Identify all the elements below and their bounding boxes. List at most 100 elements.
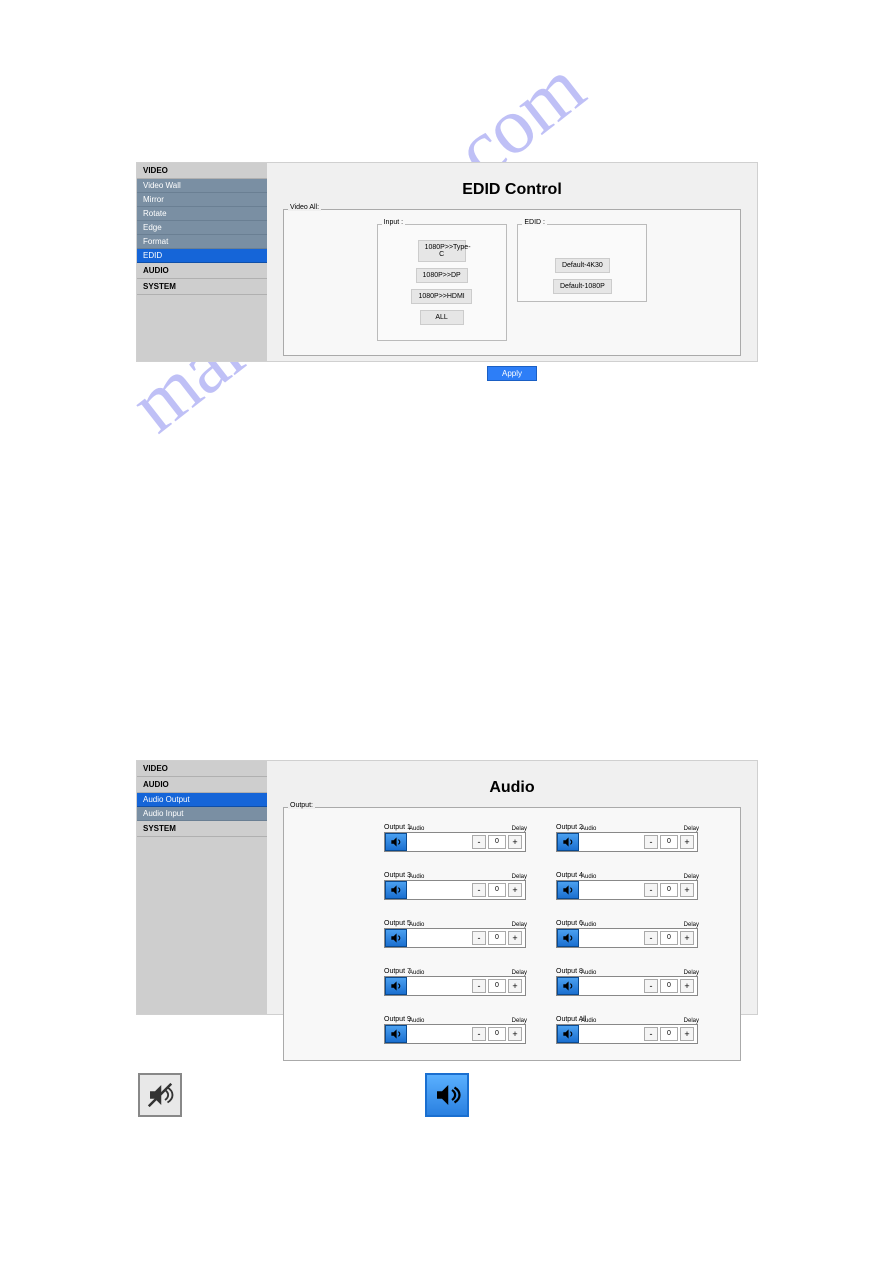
speaker-icon[interactable]	[557, 833, 579, 851]
delay-value: 0	[660, 883, 678, 897]
speaker-icon[interactable]	[385, 929, 407, 947]
delay-value: 0	[660, 1027, 678, 1041]
output-block-7: Output 7AudioDelay-0+	[384, 968, 526, 996]
delay-area: AudioDelay-0+	[579, 833, 697, 851]
audio-label: Audio	[581, 826, 684, 832]
speaker-icon[interactable]	[557, 977, 579, 995]
delay-plus-button[interactable]: +	[680, 979, 694, 993]
input-fieldset: Input : 1080P>>Type-C 1080P>>DP 1080P>>H…	[377, 224, 507, 341]
edid-panel: VIDEO Video Wall Mirror Rotate Edge Form…	[136, 162, 758, 362]
delay-area: AudioDelay-0+	[579, 977, 697, 995]
delay-label: Delay	[512, 1018, 527, 1024]
delay-plus-button[interactable]: +	[508, 835, 522, 849]
sidebar-header-audio2[interactable]: AUDIO	[137, 777, 267, 793]
delay-plus-button[interactable]: +	[508, 931, 522, 945]
sidebar-item-audio-input[interactable]: Audio Input	[137, 807, 267, 821]
delay-minus-button[interactable]: -	[644, 931, 658, 945]
speaker-icon[interactable]	[385, 1025, 407, 1043]
input-label: Input :	[382, 219, 405, 226]
edid-title: EDID Control	[279, 181, 745, 199]
speaker-icon[interactable]	[557, 881, 579, 899]
delay-value: 0	[660, 979, 678, 993]
delay-value: 0	[488, 1027, 506, 1041]
output-row: AudioDelay-0+	[556, 928, 698, 948]
delay-value: 0	[660, 835, 678, 849]
delay-minus-button[interactable]: -	[472, 931, 486, 945]
apply-button[interactable]: Apply	[487, 366, 537, 381]
delay-plus-button[interactable]: +	[680, 835, 694, 849]
delay-area: AudioDelay-0+	[407, 881, 525, 899]
sidebar-audio: VIDEO AUDIO Audio Output Audio Input SYS…	[137, 761, 267, 1014]
delay-minus-button[interactable]: -	[644, 835, 658, 849]
delay-value: 0	[488, 931, 506, 945]
delay-label: Delay	[684, 826, 699, 832]
audio-panel: VIDEO AUDIO Audio Output Audio Input SYS…	[136, 760, 758, 1015]
audio-label: Audio	[581, 874, 684, 880]
delay-area: AudioDelay-0+	[407, 1025, 525, 1043]
audio-title: Audio	[279, 779, 745, 797]
delay-minus-button[interactable]: -	[472, 883, 486, 897]
output-block-3: Output 3AudioDelay-0+	[384, 872, 526, 900]
output-block-9: Output 9AudioDelay-0+	[384, 1016, 526, 1044]
delay-value: 0	[660, 931, 678, 945]
speaker-icon[interactable]	[385, 833, 407, 851]
sidebar-header-video[interactable]: VIDEO	[137, 163, 267, 179]
edid-btn-1080p[interactable]: Default-1080P	[553, 279, 612, 294]
delay-plus-button[interactable]: +	[508, 883, 522, 897]
speaker-icon[interactable]	[557, 929, 579, 947]
delay-plus-button[interactable]: +	[508, 979, 522, 993]
delay-label: Delay	[512, 826, 527, 832]
delay-minus-button[interactable]: -	[472, 835, 486, 849]
sidebar-item-format[interactable]: Format	[137, 235, 267, 249]
delay-value: 0	[488, 835, 506, 849]
delay-area: AudioDelay-0+	[407, 929, 525, 947]
delay-plus-button[interactable]: +	[508, 1027, 522, 1041]
delay-area: AudioDelay-0+	[579, 929, 697, 947]
output-block-2: Output 2AudioDelay-0+	[556, 824, 698, 852]
output-fieldset: Output: Output 1AudioDelay-0+Output 2Aud…	[283, 807, 741, 1061]
sidebar-header-video2[interactable]: VIDEO	[137, 761, 267, 777]
speaker-muted-icon	[138, 1073, 182, 1117]
edid-fieldset: EDID : Default-4K30 Default-1080P	[517, 224, 647, 302]
edid-label: EDID :	[522, 219, 547, 226]
input-btn-typec[interactable]: 1080P>>Type-C	[418, 240, 466, 262]
delay-minus-button[interactable]: -	[472, 1027, 486, 1041]
speaker-icon[interactable]	[385, 881, 407, 899]
sidebar-item-edid[interactable]: EDID	[137, 249, 267, 263]
edid-main: EDID Control Video All: Input : 1080P>>T…	[267, 163, 757, 361]
delay-area: AudioDelay-0+	[407, 977, 525, 995]
output-block-6: Output 6AudioDelay-0+	[556, 920, 698, 948]
output-row: AudioDelay-0+	[556, 976, 698, 996]
sidebar-header-system[interactable]: SYSTEM	[137, 279, 267, 295]
delay-minus-button[interactable]: -	[644, 1027, 658, 1041]
output-row: AudioDelay-0+	[384, 976, 526, 996]
delay-area: AudioDelay-0+	[579, 881, 697, 899]
sidebar-item-mirror[interactable]: Mirror	[137, 193, 267, 207]
delay-label: Delay	[512, 874, 527, 880]
output-row: AudioDelay-0+	[384, 880, 526, 900]
delay-label: Delay	[512, 922, 527, 928]
delay-minus-button[interactable]: -	[644, 883, 658, 897]
input-btn-dp[interactable]: 1080P>>DP	[416, 268, 468, 283]
delay-plus-button[interactable]: +	[680, 1027, 694, 1041]
sidebar-item-audio-output[interactable]: Audio Output	[137, 793, 267, 807]
sidebar-item-rotate[interactable]: Rotate	[137, 207, 267, 221]
sidebar-item-videowall[interactable]: Video Wall	[137, 179, 267, 193]
delay-label: Delay	[684, 1018, 699, 1024]
speaker-icon[interactable]	[557, 1025, 579, 1043]
sidebar-item-edge[interactable]: Edge	[137, 221, 267, 235]
audio-label: Audio	[581, 970, 684, 976]
speaker-on-icon	[425, 1073, 469, 1117]
input-btn-all[interactable]: ALL	[420, 310, 464, 325]
delay-minus-button[interactable]: -	[644, 979, 658, 993]
input-btn-hdmi[interactable]: 1080P>>HDMI	[411, 289, 471, 304]
output-row: AudioDelay-0+	[556, 880, 698, 900]
sidebar-header-system2[interactable]: SYSTEM	[137, 821, 267, 837]
delay-minus-button[interactable]: -	[472, 979, 486, 993]
speaker-icon[interactable]	[385, 977, 407, 995]
edid-btn-4k30[interactable]: Default-4K30	[555, 258, 610, 273]
output-grid: Output 1AudioDelay-0+Output 2AudioDelay-…	[294, 818, 730, 1050]
sidebar-header-audio[interactable]: AUDIO	[137, 263, 267, 279]
delay-plus-button[interactable]: +	[680, 883, 694, 897]
delay-plus-button[interactable]: +	[680, 931, 694, 945]
